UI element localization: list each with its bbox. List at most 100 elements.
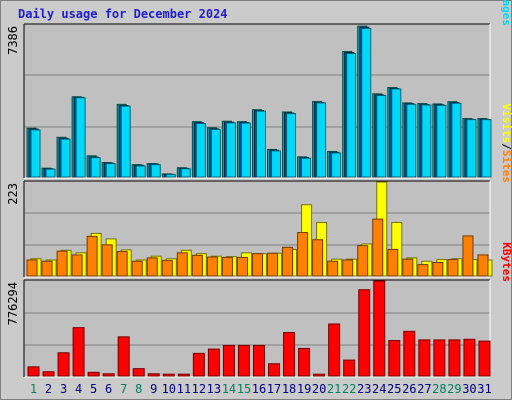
kbytes-bar-day-19 <box>298 347 311 377</box>
kbytes-bar-day-27 <box>418 339 431 377</box>
x-tick-label-day-22: 22 <box>342 382 356 396</box>
sites-bar-day-20 <box>312 239 324 277</box>
pages-bar-day-19 <box>301 157 312 178</box>
legend-24: Hits/Files/Pages <box>500 0 512 26</box>
sites-bar-day-5 <box>86 235 98 277</box>
pages-bar-day-2 <box>45 168 56 178</box>
kbytes-bar-day-24 <box>373 280 386 377</box>
sites-bar-day-24 <box>372 218 384 277</box>
sites-bar-day-30 <box>462 235 474 277</box>
kbytes-bar-day-17 <box>268 363 281 377</box>
kbytes-bar-day-10 <box>162 373 175 377</box>
x-tick-label-day-12: 12 <box>192 382 206 396</box>
sites-bar-day-17 <box>267 252 279 277</box>
pages-bar-day-16 <box>255 110 266 178</box>
legend-181: Visits/Sites <box>500 104 512 184</box>
x-tick-label-day-20: 20 <box>312 382 326 396</box>
sites-bar-day-13 <box>206 256 218 277</box>
kbytes-bar-day-12 <box>192 352 205 377</box>
x-tick-label-day-21: 21 <box>327 382 341 396</box>
pages-bar-day-26 <box>406 103 417 178</box>
pages-bar-day-15 <box>240 122 251 178</box>
sites-bar-day-21 <box>327 260 339 277</box>
kbytes-bar-day-7 <box>117 336 130 377</box>
kbytes-bar-day-22 <box>343 359 356 377</box>
pages-bar-day-29 <box>451 102 462 178</box>
x-tick-label-day-26: 26 <box>402 382 416 396</box>
kbytes-bar-day-14 <box>222 344 235 377</box>
sites-bar-day-14 <box>221 256 233 277</box>
kbytes-bar-day-31 <box>478 340 491 377</box>
chart-title: Daily usage for December 2024 <box>18 7 228 21</box>
x-tick-label-day-30: 30 <box>462 382 476 396</box>
x-tick-label-day-29: 29 <box>447 382 461 396</box>
kbytes-bar-day-28 <box>433 339 446 377</box>
sites-bar-day-27 <box>417 264 429 277</box>
sites-bar-day-18 <box>282 246 294 277</box>
pages-bar-day-31 <box>481 119 492 178</box>
sites-bar-day-4 <box>71 254 83 277</box>
pages-bar-day-27 <box>421 104 432 178</box>
pages-bar-day-11 <box>180 168 191 178</box>
x-tick-label-day-3: 3 <box>60 382 67 396</box>
x-tick-label-day-15: 15 <box>237 382 251 396</box>
legend-separator: / <box>500 143 512 150</box>
x-tick-label-day-4: 4 <box>75 382 82 396</box>
x-tick-label-day-11: 11 <box>177 382 191 396</box>
kbytes-bar-day-13 <box>207 348 220 377</box>
kbytes-bar-day-29 <box>448 339 461 377</box>
kbytes-bar-day-8 <box>132 368 145 377</box>
sites-bar-day-6 <box>101 244 113 277</box>
pages-bar-day-22 <box>346 53 357 178</box>
sites-bar-day-11 <box>176 252 188 277</box>
kbytes-bar-day-30 <box>463 338 476 377</box>
x-tick-label-day-19: 19 <box>297 382 311 396</box>
pages-bar-day-12 <box>195 122 206 178</box>
sites-bar-day-16 <box>251 253 263 277</box>
sites-bar-day-25 <box>387 248 399 277</box>
sites-bar-day-28 <box>432 262 444 277</box>
legend-280: KBytes <box>500 242 512 282</box>
x-tick-label-day-13: 13 <box>207 382 221 396</box>
kbytes-bar-day-5 <box>87 371 100 377</box>
legend-kbytes: KBytes <box>500 242 512 282</box>
pages-bar-day-14 <box>225 122 236 178</box>
kbytes-bar-day-2 <box>42 371 55 377</box>
kbytes-bar-day-4 <box>72 327 85 377</box>
pages-bar-day-24 <box>376 95 387 178</box>
kbytes-bar-day-9 <box>147 373 160 377</box>
x-tick-label-day-27: 27 <box>417 382 431 396</box>
kbytes-bar-day-25 <box>388 340 401 377</box>
legend-sites: Sites <box>500 150 512 183</box>
x-tick-label-day-7: 7 <box>120 382 127 396</box>
pages-bar-day-7 <box>120 105 131 178</box>
x-tick-label-day-23: 23 <box>357 382 371 396</box>
pages-bar-day-23 <box>361 27 372 178</box>
sites-bar-day-15 <box>236 256 248 277</box>
pages-bar-day-18 <box>286 113 297 178</box>
kbytes-bar-day-15 <box>237 344 250 377</box>
sites-bar-day-12 <box>191 254 203 277</box>
x-tick-label-day-8: 8 <box>135 382 142 396</box>
kbytes-bar-day-18 <box>283 332 296 377</box>
x-tick-label-day-28: 28 <box>432 382 446 396</box>
x-tick-label-day-10: 10 <box>162 382 176 396</box>
kbytes-bar-day-21 <box>328 323 341 377</box>
pages-bar-day-13 <box>210 128 221 178</box>
sites-bar-day-29 <box>447 259 459 277</box>
y-axis-max-label: 776294 <box>6 282 20 325</box>
sites-bar-day-1 <box>26 259 38 277</box>
x-tick-label-day-5: 5 <box>90 382 97 396</box>
kbytes-bar-day-16 <box>252 344 265 377</box>
pages-bar-day-5 <box>90 157 101 178</box>
pages-bar-day-20 <box>316 102 327 178</box>
pages-bar-day-17 <box>271 150 282 178</box>
kbytes-bar-day-20 <box>313 373 326 377</box>
x-tick-label-day-9: 9 <box>150 382 157 396</box>
kbytes-bar-day-6 <box>102 373 115 377</box>
x-tick-label-day-2: 2 <box>45 382 52 396</box>
kbytes-bar-day-26 <box>403 330 416 377</box>
sites-bar-day-19 <box>297 232 309 277</box>
legend-pages: Pages <box>500 0 512 26</box>
